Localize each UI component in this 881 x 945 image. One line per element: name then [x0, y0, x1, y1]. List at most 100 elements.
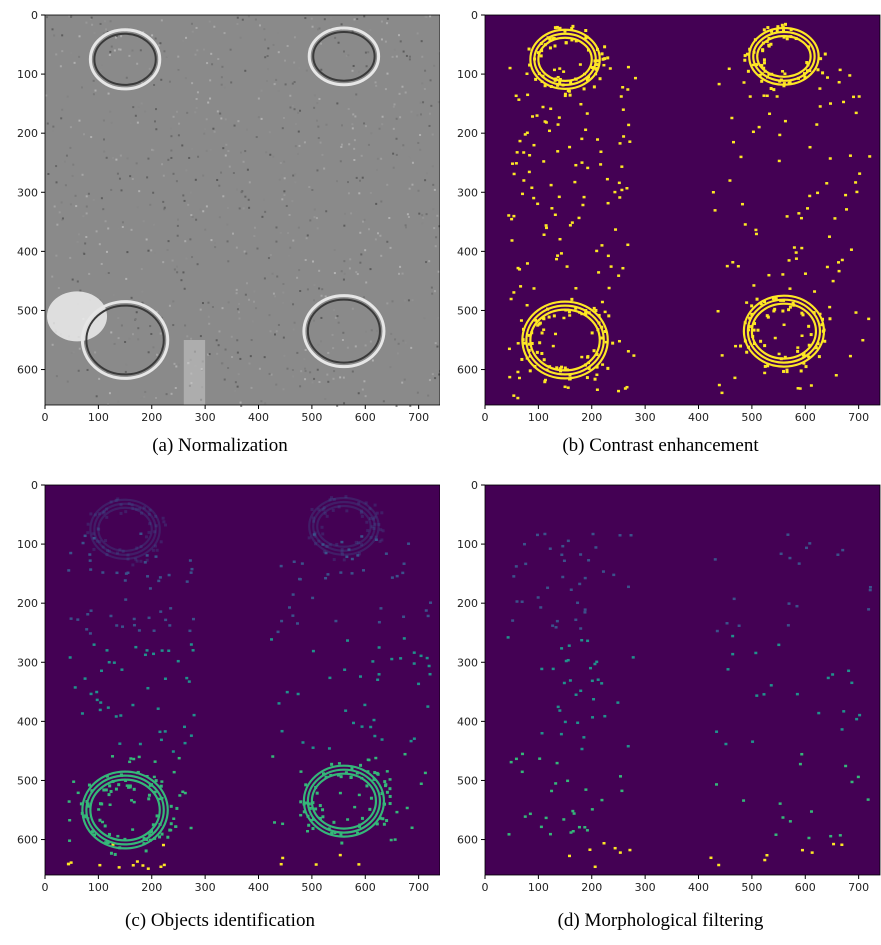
object-speck [372, 527, 376, 531]
blob-dot [849, 248, 853, 251]
object-speck [153, 530, 157, 534]
blob-dot [146, 575, 150, 578]
object-speck [520, 357, 524, 361]
noise-pixel [113, 342, 116, 345]
noise-pixel [345, 54, 348, 57]
noise-pixel [227, 150, 230, 153]
noise-pixel [182, 194, 185, 197]
blob-dot [92, 643, 96, 646]
blob-dot [740, 202, 744, 206]
noise-pixel [320, 68, 323, 71]
blob-dot [734, 344, 738, 348]
blob-dot [795, 604, 799, 608]
blob-dot [868, 155, 872, 158]
noise-pixel [374, 81, 377, 84]
noise-pixel [376, 157, 379, 160]
blob-dot [172, 817, 176, 820]
object-speck [142, 842, 146, 846]
blob-dot [548, 547, 552, 550]
noise-pixel [316, 368, 319, 371]
blob-dot [69, 551, 73, 555]
noise-pixel [372, 22, 375, 25]
blob-dot [509, 760, 513, 764]
object-speck [814, 346, 818, 350]
noise-pixel [217, 57, 220, 60]
blob-dot [191, 617, 195, 621]
blob-dot [524, 562, 528, 566]
noise-pixel [92, 93, 95, 96]
object-speck [369, 796, 373, 800]
blob-dot [542, 233, 546, 236]
blob-dot [840, 258, 844, 262]
noise-pixel [248, 206, 251, 209]
object-speck [584, 311, 588, 315]
blob-dot [618, 851, 622, 854]
blob-dot [154, 555, 158, 558]
blob-dot [792, 246, 796, 249]
object-speck [134, 507, 138, 511]
noise-pixel [264, 210, 267, 213]
noise-pixel [72, 351, 75, 354]
noise-pixel [220, 171, 223, 174]
noise-pixel [61, 34, 64, 37]
noise-pixel [220, 76, 223, 79]
noise-pixel [429, 79, 432, 82]
noise-pixel [172, 172, 175, 175]
noise-pixel [218, 184, 221, 187]
blob-dot [593, 662, 597, 666]
object-speck [805, 69, 809, 73]
noise-pixel [418, 212, 421, 215]
blob-dot [277, 702, 281, 705]
blob-dot [541, 105, 545, 109]
object-speck [743, 321, 747, 325]
object-speck [379, 528, 383, 532]
object-speck [603, 329, 607, 333]
noise-pixel [277, 323, 280, 326]
noise-pixel [244, 293, 247, 296]
blob-dot [390, 657, 394, 661]
noise-pixel [138, 190, 141, 193]
blob-dot [548, 832, 552, 836]
noise-pixel [181, 148, 184, 151]
blob-dot [621, 266, 625, 270]
blob-dot [783, 72, 787, 75]
noise-pixel [70, 52, 73, 55]
noise-pixel [355, 176, 358, 179]
blob-dot [99, 669, 103, 673]
noise-pixel [272, 43, 275, 46]
object-speck [799, 369, 803, 373]
noise-pixel [135, 162, 138, 165]
noise-pixel [313, 106, 316, 109]
axes-frame [484, 14, 881, 406]
blob-dot [67, 569, 71, 572]
noise-pixel [395, 117, 398, 120]
object-speck [771, 296, 775, 300]
blob-dot [554, 782, 558, 785]
object-speck [567, 310, 571, 314]
noise-pixel [61, 160, 64, 163]
object-speck [778, 79, 782, 83]
noise-pixel [170, 135, 173, 138]
blob-dot [98, 863, 102, 867]
object-speck [590, 66, 594, 70]
object-speck [782, 84, 786, 88]
noise-pixel [168, 304, 171, 307]
object-speck [584, 309, 588, 313]
object-speck [574, 306, 578, 310]
object-speck [360, 816, 364, 820]
noise-pixel [266, 68, 269, 71]
noise-pixel [165, 393, 168, 396]
blob-dot [176, 659, 180, 663]
blob-dot [517, 376, 521, 380]
noise-pixel [364, 249, 367, 252]
blob-dot [510, 162, 514, 165]
noise-pixel [178, 122, 181, 125]
noise-pixel [223, 86, 226, 89]
noise-pixel [85, 195, 88, 198]
blob-dot [425, 656, 429, 660]
noise-pixel [400, 146, 403, 149]
blob-dot [295, 622, 299, 625]
object-speck [373, 771, 377, 775]
blob-dot [599, 163, 603, 166]
object-speck [359, 763, 363, 767]
